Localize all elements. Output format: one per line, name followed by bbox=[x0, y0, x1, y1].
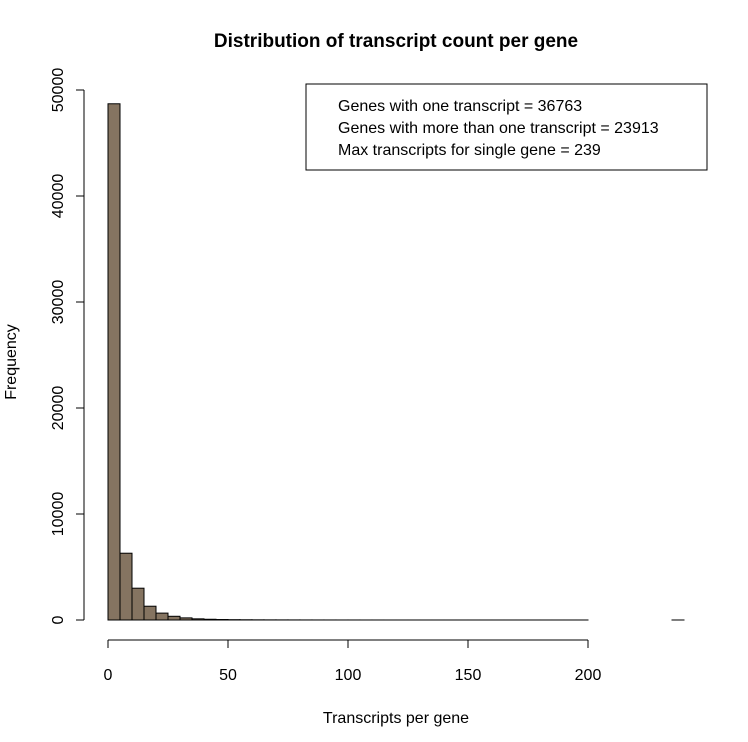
chart-title: Distribution of transcript count per gen… bbox=[214, 31, 578, 52]
histogram-bar bbox=[179, 617, 193, 621]
x-axis-label: Transcripts per gene bbox=[323, 710, 469, 727]
y-tick-label: 50000 bbox=[50, 68, 67, 113]
legend-line-multi-transcript: Genes with more than one transcript = 23… bbox=[338, 120, 659, 137]
y-tick-label: 20000 bbox=[50, 386, 67, 431]
x-tick-label: 0 bbox=[104, 667, 113, 684]
bars-group bbox=[107, 103, 685, 621]
histogram-bar bbox=[131, 587, 145, 621]
y-axis: 0 10000 20000 30000 40000 50000 bbox=[50, 68, 85, 624]
histogram-bar bbox=[155, 612, 169, 621]
x-tick-label: 200 bbox=[575, 667, 602, 684]
x-tick-label: 150 bbox=[455, 667, 482, 684]
x-tick-label: 100 bbox=[335, 667, 362, 684]
y-tick-label: 30000 bbox=[50, 280, 67, 325]
x-tick-label: 50 bbox=[219, 667, 237, 684]
y-tick-label: 40000 bbox=[50, 174, 67, 219]
legend-box bbox=[305, 83, 708, 171]
histogram-bar bbox=[191, 618, 205, 621]
x-axis: 0 50 100 150 200 bbox=[104, 639, 602, 684]
histogram-bar bbox=[119, 552, 133, 621]
histogram-bar bbox=[107, 103, 121, 621]
y-axis-label: Frequency bbox=[3, 324, 20, 400]
histogram-bar bbox=[203, 618, 217, 621]
y-tick-label: 10000 bbox=[50, 492, 67, 537]
legend-line-one-transcript: Genes with one transcript = 36763 bbox=[338, 98, 582, 115]
legend-line-max-transcripts: Max transcripts for single gene = 239 bbox=[338, 142, 601, 159]
legend: Genes with one transcript = 36763 Genes … bbox=[305, 83, 708, 171]
y-tick-label: 0 bbox=[50, 615, 67, 624]
histogram-bar bbox=[143, 605, 157, 621]
histogram-bar bbox=[167, 615, 181, 621]
